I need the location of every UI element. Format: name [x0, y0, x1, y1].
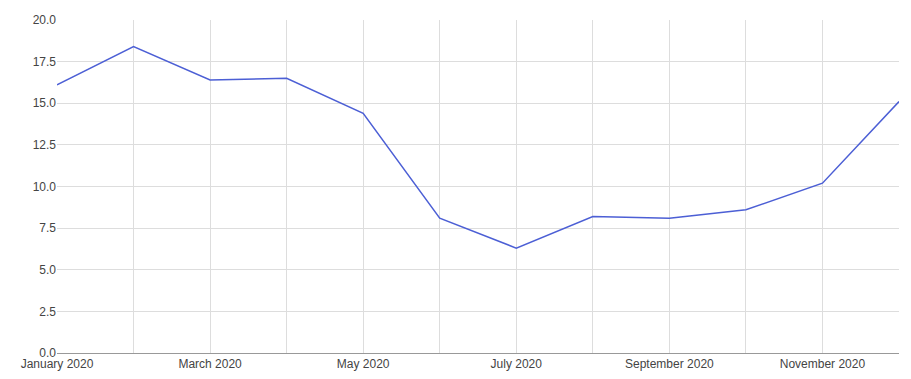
svg-text:20.0: 20.0 — [33, 13, 57, 27]
svg-text:0.0: 0.0 — [39, 346, 56, 360]
svg-text:January 2020: January 2020 — [21, 357, 94, 371]
svg-text:12.5: 12.5 — [33, 138, 57, 152]
svg-text:March 2020: March 2020 — [178, 357, 242, 371]
svg-text:2.5: 2.5 — [39, 305, 56, 319]
svg-text:10.0: 10.0 — [33, 180, 57, 194]
svg-text:17.5: 17.5 — [33, 55, 57, 69]
svg-text:September 2020: September 2020 — [625, 357, 714, 371]
svg-text:15.0: 15.0 — [33, 96, 57, 110]
svg-text:May 2020: May 2020 — [337, 357, 390, 371]
svg-text:November 2020: November 2020 — [780, 357, 866, 371]
svg-text:5.0: 5.0 — [39, 263, 56, 277]
svg-text:July 2020: July 2020 — [491, 357, 543, 371]
svg-text:7.5: 7.5 — [39, 221, 56, 235]
